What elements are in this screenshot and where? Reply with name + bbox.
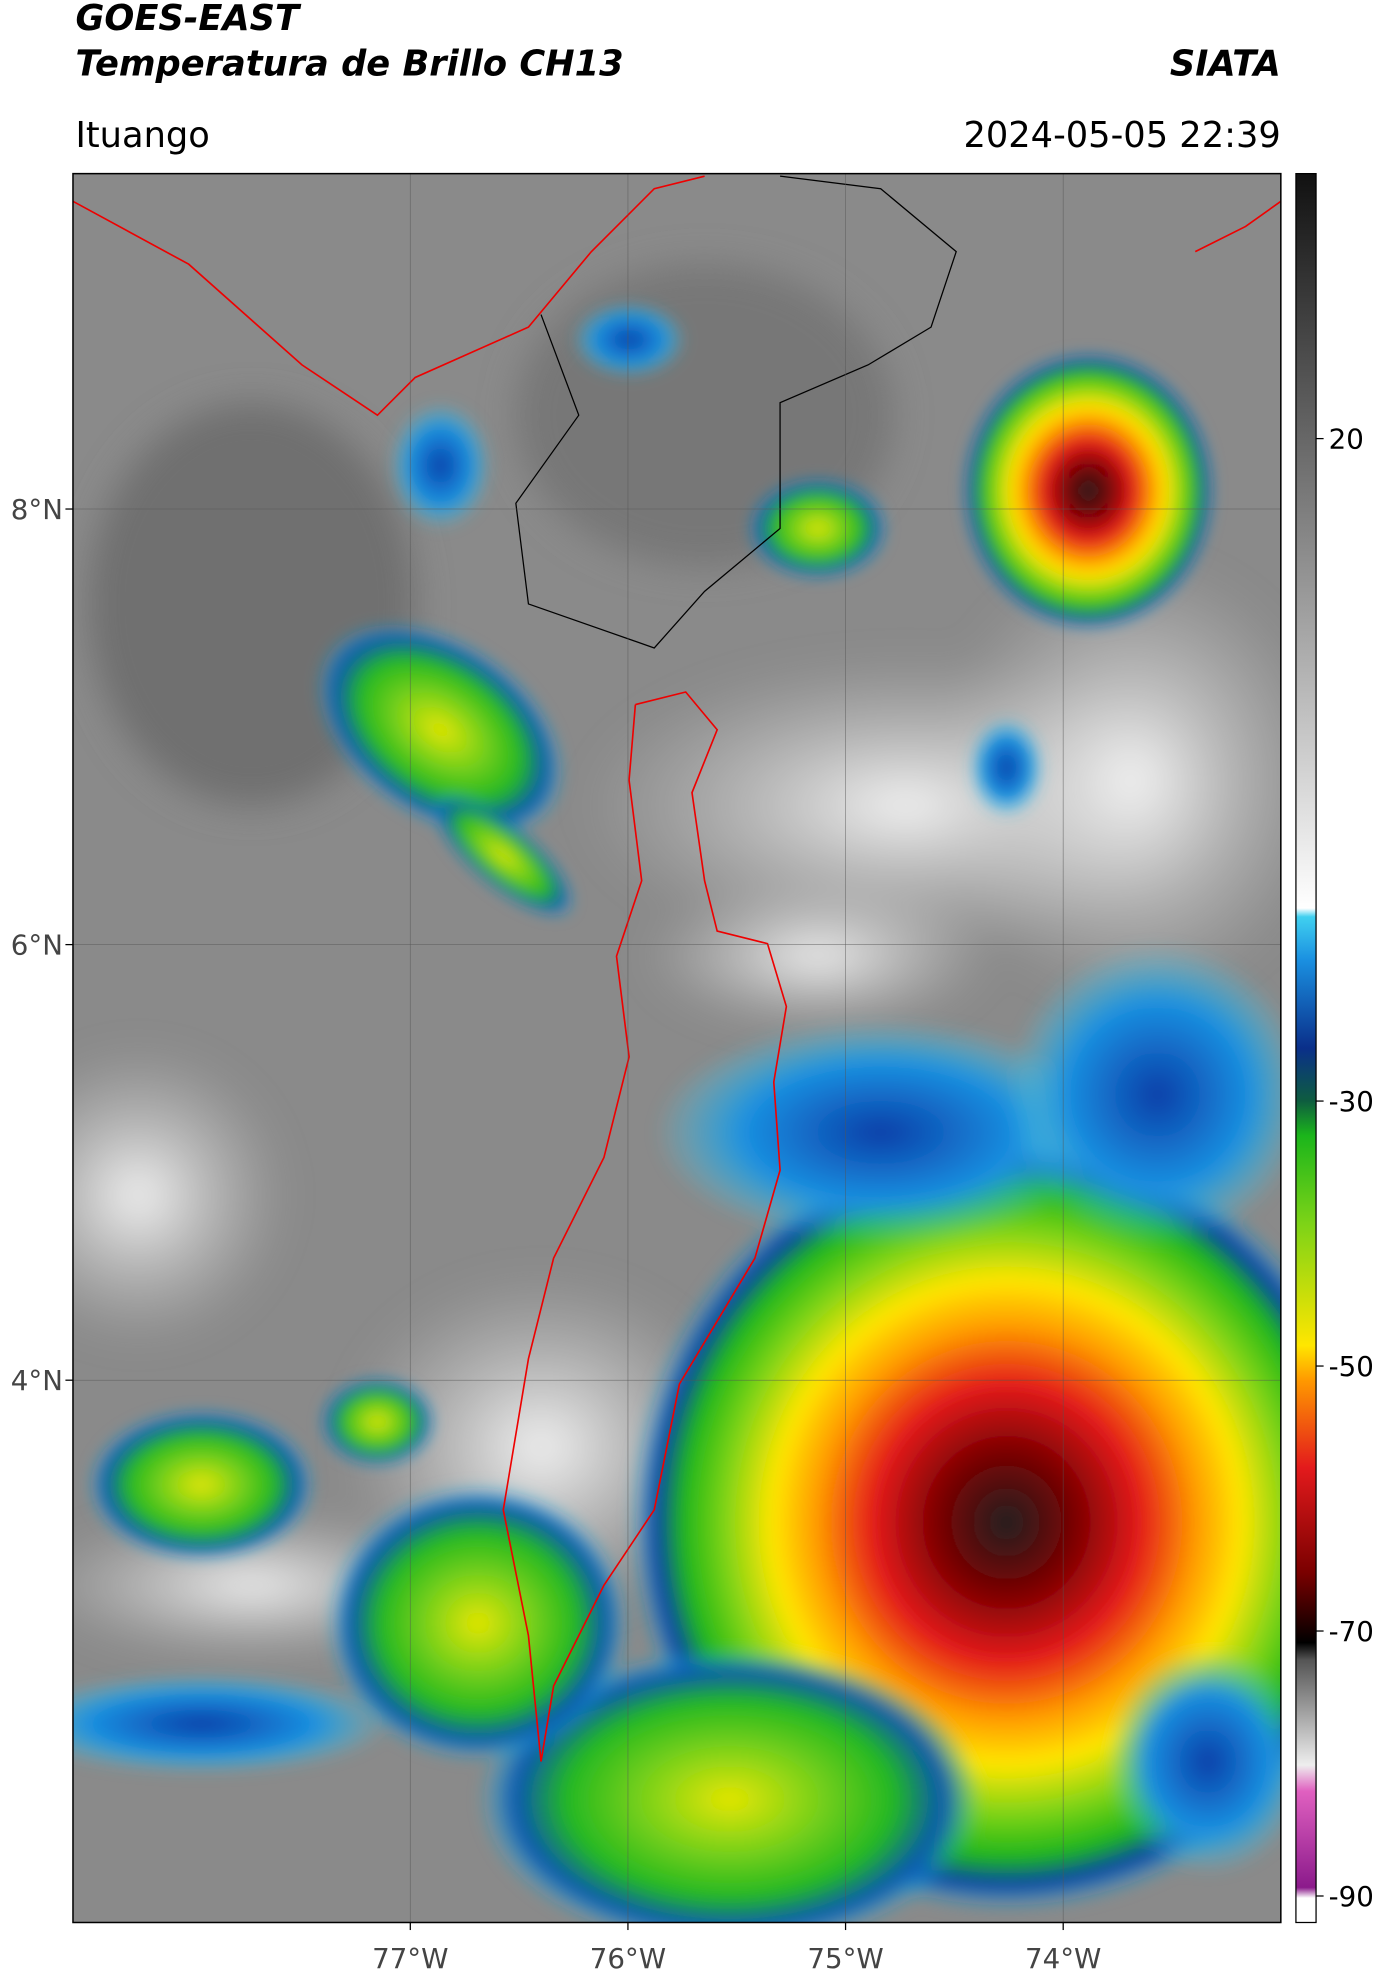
lon-tick-label: 75°W <box>807 1942 883 1975</box>
satellite-name: GOES-EAST <box>75 0 302 39</box>
datetime: 2024-05-05 22:39 <box>963 115 1280 156</box>
colorbar-tick-label: -70 <box>1329 1615 1374 1648</box>
region: Ituango <box>75 115 209 156</box>
colorbar-tick-label: -90 <box>1329 1880 1374 1913</box>
colorbar-tick-label: -50 <box>1329 1350 1374 1383</box>
product-title: Temperatura de Brillo CH13 <box>75 43 623 84</box>
colorbar-tick-label: 20 <box>1329 423 1364 456</box>
lon-tick-label: 74°W <box>1025 1942 1101 1975</box>
colorbar <box>1295 172 1317 1924</box>
agency: SIATA <box>1170 43 1281 84</box>
lon-tick-label: 77°W <box>372 1942 448 1975</box>
lat-tick-label: 6°N <box>11 929 63 962</box>
satellite-image <box>72 173 1281 1923</box>
map-frame <box>72 172 1282 1924</box>
lat-tick-label: 4°N <box>11 1364 63 1397</box>
lat-tick-label: 8°N <box>11 493 63 526</box>
colorbar-tick-label: -30 <box>1329 1085 1374 1118</box>
graticule <box>72 173 1281 1923</box>
lon-tick-label: 76°W <box>590 1942 666 1975</box>
